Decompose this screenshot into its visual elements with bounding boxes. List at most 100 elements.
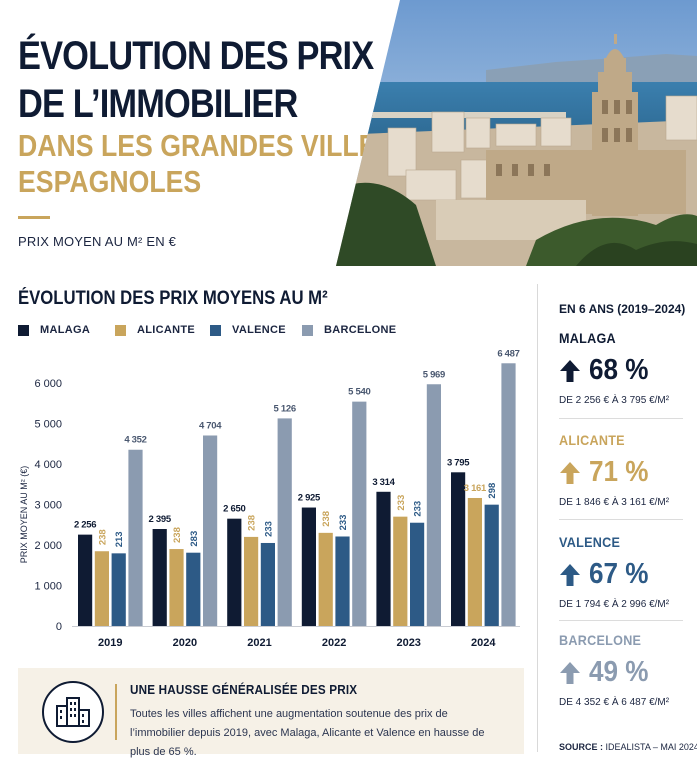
bar-alicante-2023 — [393, 516, 408, 626]
bar-malaga-2019 — [78, 534, 93, 626]
data-label-malaga: 2 395 — [149, 514, 172, 525]
bar-valence-2019 — [111, 553, 126, 626]
legend-label: BARCELONE — [324, 324, 397, 336]
bar-malaga-2020 — [152, 529, 167, 626]
x-tick-label: 2021 — [247, 637, 271, 649]
legend-item-malaga: MALAGA — [18, 324, 115, 336]
data-label-valence: 233 — [413, 501, 424, 517]
gold-divider — [18, 216, 50, 219]
summary-callout: UNE HAUSSE GÉNÉRALISÉE DES PRIX Toutes l… — [18, 668, 524, 758]
chart-title: ÉVOLUTION DES PRIX MOYENS AU M² — [18, 288, 328, 309]
data-label-alicante: 238 — [97, 529, 108, 545]
x-tick-label: 2022 — [322, 637, 346, 649]
data-label-barcelone: 5 540 — [348, 387, 370, 398]
bar-valence-2022 — [335, 536, 350, 626]
data-label-barcelone: 6 487 — [497, 348, 519, 359]
arrow-up-icon — [560, 661, 580, 684]
data-label-alicante: 238 — [172, 527, 183, 543]
stat-range: DE 1 846 € À 3 161 €/M² — [559, 497, 670, 508]
city-photo — [336, 0, 697, 266]
callout-divider — [115, 684, 117, 740]
bar-valence-2023 — [410, 522, 425, 626]
data-label-valence: 233 — [338, 515, 349, 531]
stat-city: ALICANTE — [559, 432, 625, 448]
stat-alicante: ALICANTE 71 % DE 1 846 € À 3 161 €/M² — [559, 432, 683, 508]
legend-swatch-malaga — [18, 324, 29, 336]
y-tick-label: 4 000 — [34, 459, 62, 471]
legend-label: VALENCE — [232, 324, 286, 336]
sidebar-divider — [537, 284, 538, 752]
bar-valence-2020 — [186, 552, 201, 626]
bar-malaga-2024 — [451, 472, 466, 626]
legend-item-barcelone: BARCELONE — [302, 324, 396, 336]
data-label-malaga: 2 256 — [74, 520, 96, 531]
stat-city: BARCELONE — [559, 632, 642, 648]
stat-barcelone: BARCELONE 49 % DE 4 352 € À 6 487 €/M² — [559, 632, 683, 708]
tagline: PRIX MOYEN AU M² EN € — [18, 234, 177, 249]
y-tick-label: 2 000 — [34, 540, 62, 552]
arrow-up-icon — [560, 563, 580, 586]
data-label-malaga: 2 925 — [298, 493, 321, 504]
stat-percent: 68 % — [589, 354, 649, 386]
header: ÉVOLUTION DES PRIX DE L’IMMOBILIER DANS … — [0, 0, 697, 268]
legend-item-valence: VALENCE — [210, 324, 302, 336]
sidebar-heading: EN 6 ANS (2019–2024) — [559, 302, 686, 316]
y-tick-label: 1 000 — [34, 581, 62, 593]
y-tick-label: 3 000 — [34, 500, 62, 512]
data-label-malaga: 2 650 — [223, 504, 245, 515]
page-subtitle-line2: ESPAGNOLES — [18, 164, 202, 199]
stat-range: DE 4 352 € À 6 487 €/M² — [559, 697, 670, 708]
data-label-barcelone: 5 126 — [274, 403, 296, 414]
data-label-malaga: 3 314 — [372, 477, 395, 488]
sidebar-separator — [559, 418, 683, 419]
data-label-barcelone: 4 352 — [124, 435, 146, 446]
bar-barcelone-2020 — [203, 435, 218, 626]
buildings-icon — [42, 681, 104, 743]
x-tick-label: 2024 — [471, 637, 496, 649]
data-label-valence: 233 — [263, 521, 274, 537]
chart-legend: MALAGA ALICANTE VALENCE BARCELONE — [18, 324, 396, 336]
arrow-up-icon — [560, 461, 580, 484]
callout-text: Toutes les villes affichent une augmenta… — [130, 708, 485, 758]
source-label: SOURCE : — [559, 742, 604, 752]
data-label-alicante: 3 161 — [464, 483, 487, 494]
legend-swatch-alicante — [115, 324, 126, 336]
stat-percent: 49 % — [589, 656, 649, 688]
data-label-malaga: 3 795 — [447, 457, 470, 468]
callout-title: UNE HAUSSE GÉNÉRALISÉE DES PRIX — [130, 682, 358, 697]
source-note: SOURCE : IDEALISTA – MAI 2024 — [559, 742, 697, 752]
stat-malaga: MALAGA 68 % DE 2 256 € À 3 795 €/M² — [559, 330, 683, 406]
stat-percent: 67 % — [589, 558, 649, 590]
stat-range: DE 1 794 € À 2 996 €/M² — [559, 599, 670, 610]
stats-sidebar: EN 6 ANS (2019–2024) MALAGA 68 % DE 2 25… — [537, 284, 697, 768]
bar-barcelone-2021 — [277, 418, 292, 626]
data-label-valence: 213 — [114, 531, 125, 547]
stat-range: DE 2 256 € À 3 795 €/M² — [559, 395, 670, 406]
page-title-line1: ÉVOLUTION DES PRIX — [18, 34, 374, 78]
data-label-barcelone: 4 704 — [199, 420, 222, 431]
data-label-barcelone: 5 969 — [423, 369, 445, 380]
data-label-valence: 283 — [189, 531, 200, 547]
sidebar-separator — [559, 620, 683, 621]
y-tick-label: 5 000 — [34, 419, 62, 431]
legend-swatch-barcelone — [302, 324, 313, 336]
bar-alicante-2021 — [244, 536, 259, 626]
bar-alicante-2019 — [94, 551, 109, 626]
bar-barcelone-2023 — [426, 384, 441, 626]
sidebar-separator — [559, 519, 683, 520]
bar-barcelone-2022 — [352, 401, 367, 626]
x-tick-label: 2023 — [396, 637, 420, 649]
legend-label: MALAGA — [40, 324, 91, 336]
bar-malaga-2021 — [227, 518, 242, 626]
data-label-alicante: 238 — [321, 511, 332, 527]
stat-valence: VALENCE 67 % DE 1 794 € À 2 996 €/M² — [559, 534, 683, 610]
x-tick-label: 2020 — [173, 637, 197, 649]
data-label-alicante: 233 — [396, 495, 407, 511]
arrow-up-icon — [560, 359, 580, 382]
y-tick-label: 6 000 — [34, 378, 62, 390]
y-tick-label: 0 — [56, 621, 62, 633]
page-subtitle-line1: DANS LES GRANDES VILLES — [18, 128, 395, 163]
stat-city: MALAGA — [559, 330, 616, 346]
legend-item-alicante: ALICANTE — [115, 324, 210, 336]
bar-barcelone-2019 — [128, 449, 143, 626]
